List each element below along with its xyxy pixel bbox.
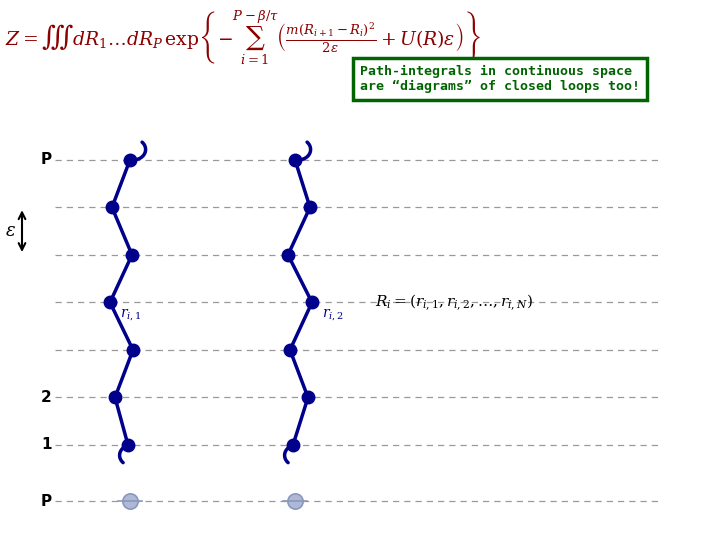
Text: $R_i = (r_{i,1}, r_{i,2}, \ldots, r_{i,N})$: $R_i = (r_{i,1}, r_{i,2}, \ldots, r_{i,N… (375, 292, 533, 313)
Text: $r_{i,1}$: $r_{i,1}$ (120, 308, 142, 323)
Text: 1: 1 (42, 437, 52, 453)
Text: P: P (41, 494, 52, 509)
Text: P: P (41, 152, 52, 167)
Text: $\varepsilon$: $\varepsilon$ (5, 222, 16, 240)
Text: 2: 2 (41, 390, 52, 405)
Text: $Z = \iiint dR_1 \ldots dR_P \, \mathrm{exp}\left\{-\sum_{i=1}^{P-\beta/\tau}\le: $Z = \iiint dR_1 \ldots dR_P \, \mathrm{… (5, 9, 481, 68)
Text: Path-integrals in continuous space
are “diagrams” of closed loops too!: Path-integrals in continuous space are “… (360, 65, 640, 93)
Text: $r_{i,2}$: $r_{i,2}$ (322, 308, 344, 323)
